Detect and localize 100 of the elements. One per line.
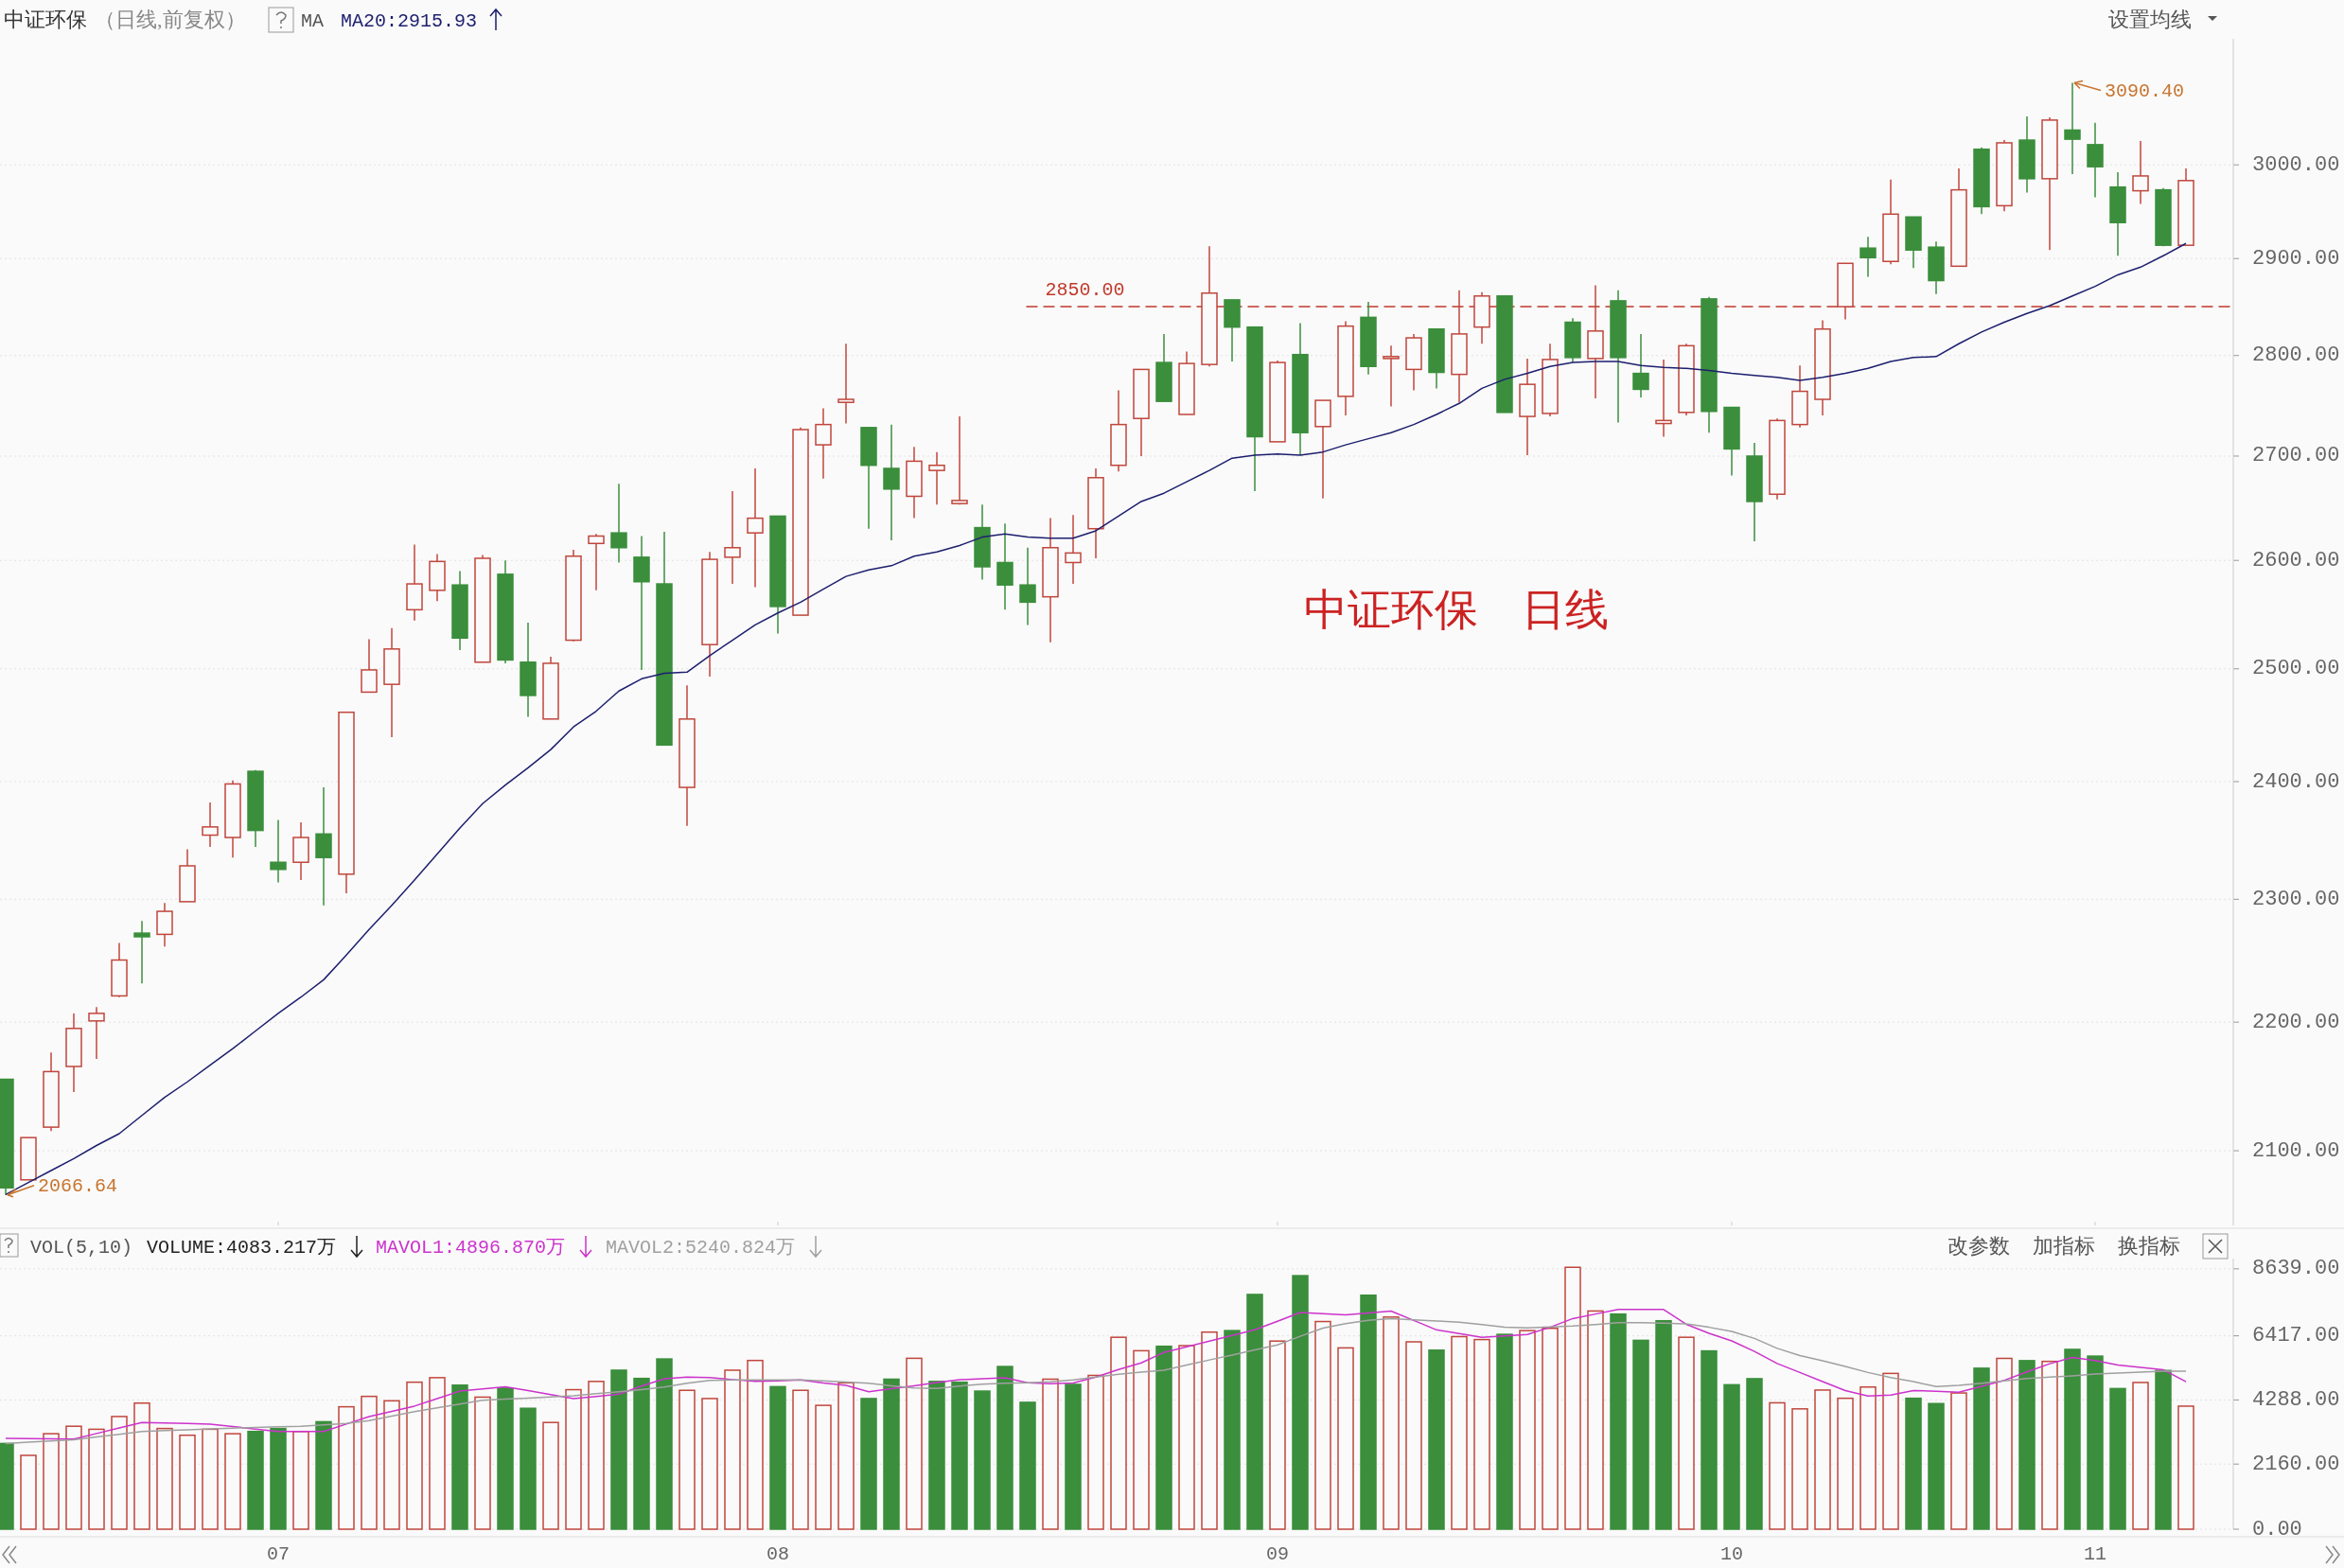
bar: [2155, 1369, 2172, 1530]
candlestick: [270, 819, 287, 884]
bar: [451, 1384, 468, 1530]
bar: [769, 1385, 786, 1530]
bar: [2018, 1360, 2036, 1530]
bar: [1769, 1401, 1786, 1530]
bar: [1587, 1310, 1604, 1530]
bar: [724, 1369, 741, 1530]
candlestick: [1019, 547, 1036, 626]
candlestick: [1859, 236, 1877, 278]
bar: [292, 1430, 309, 1530]
bar: [1337, 1347, 1354, 1530]
text: MA20:2915.93: [341, 10, 478, 32]
legend-title: MA: [301, 10, 325, 32]
bar: [111, 1416, 128, 1530]
x-tick-label: 10: [1719, 1542, 1744, 1565]
candlestick: [724, 490, 741, 585]
bar: [792, 1389, 809, 1530]
bar: [1859, 1385, 1877, 1530]
bar: [1405, 1341, 1422, 1530]
bar: [928, 1381, 945, 1530]
bar: [474, 1396, 491, 1530]
bar: [406, 1381, 423, 1530]
annotation: MAVOL2:5240.824万: [606, 1237, 796, 1259]
y-tick-label: 2200.00: [2252, 1010, 2340, 1034]
bar: [2132, 1382, 2149, 1530]
bar: [1973, 1367, 1990, 1530]
candlestick: [815, 407, 832, 480]
y-tick-label: 3000.00: [2252, 152, 2340, 177]
y-tick-label: 2500.00: [2252, 657, 2340, 681]
text: 加指标: [2033, 1234, 2095, 1258]
y-tick-label: 2400.00: [2252, 769, 2340, 794]
candlestick: [1655, 359, 1672, 438]
bar: [383, 1400, 400, 1530]
bar: [1723, 1383, 1740, 1530]
candlestick: [1383, 344, 1400, 408]
y-tick-label: 2100.00: [2252, 1138, 2340, 1163]
bar: [883, 1378, 900, 1530]
y-tick-label: 0.00: [2252, 1517, 2302, 1542]
bar: [156, 1427, 173, 1530]
y-tick-label: 2800.00: [2252, 344, 2340, 368]
bar: [179, 1434, 196, 1530]
bar: [2041, 1360, 2058, 1530]
bar: [1360, 1294, 1377, 1530]
bar: [1519, 1330, 1536, 1530]
bar: [202, 1428, 219, 1530]
bar: [1678, 1336, 1695, 1530]
candlestick: [133, 920, 150, 985]
bar: [1019, 1401, 1036, 1530]
y-tick-label: 2160.00: [2252, 1452, 2340, 1476]
bar: [656, 1358, 673, 1530]
chart-subtitle: （日线,前复权）: [95, 8, 246, 31]
bar: [1383, 1316, 1400, 1530]
bar: [270, 1427, 287, 1530]
bar: [1473, 1338, 1490, 1530]
bar: [361, 1395, 378, 1530]
bar: [520, 1407, 537, 1530]
bar: [974, 1390, 991, 1530]
bar: [315, 1420, 332, 1530]
bar: [1814, 1389, 1831, 1530]
candlestick: [88, 1006, 105, 1060]
bar: [837, 1382, 855, 1530]
bar: [1882, 1372, 1899, 1530]
candlestick: [951, 415, 968, 506]
annotation: 2066.64: [38, 1174, 118, 1197]
bar: [588, 1381, 605, 1530]
candlestick: [1632, 333, 1649, 398]
bar: [1428, 1349, 1445, 1530]
bar: [1632, 1339, 1649, 1530]
bar: [1178, 1345, 1195, 1530]
bar: [1950, 1392, 1967, 1530]
bar: [429, 1377, 446, 1530]
bar: [633, 1377, 650, 1530]
candlestick: [2087, 122, 2104, 199]
candlestick: [588, 533, 605, 591]
bar: [1496, 1333, 1513, 1530]
x-tick-label: 09: [1265, 1542, 1290, 1565]
bar: [224, 1433, 241, 1530]
bar: [1610, 1313, 1627, 1530]
bar: [610, 1369, 627, 1530]
text: 设置均线: [2108, 8, 2192, 31]
candlestick: [610, 483, 627, 564]
chart-title: VOL(5,10): [30, 1237, 133, 1259]
bar: [1155, 1345, 1172, 1530]
bar: [2109, 1387, 2126, 1530]
candlestick: [928, 450, 945, 506]
bar: [1791, 1408, 1808, 1530]
bar: [1133, 1349, 1150, 1530]
candlestick: [361, 638, 378, 694]
bar: [1564, 1266, 1581, 1530]
bar: [1042, 1378, 1059, 1530]
chart-title: 中证环保: [4, 8, 87, 31]
bar: [1314, 1320, 1331, 1530]
ref-line-label: 2850.00: [1045, 279, 1125, 302]
bar: [2177, 1405, 2194, 1530]
bar: [1451, 1335, 1468, 1530]
text: 换指标: [2118, 1234, 2180, 1258]
bar: [338, 1405, 355, 1530]
bar: [2064, 1348, 2081, 1530]
candlestick: [202, 802, 219, 848]
